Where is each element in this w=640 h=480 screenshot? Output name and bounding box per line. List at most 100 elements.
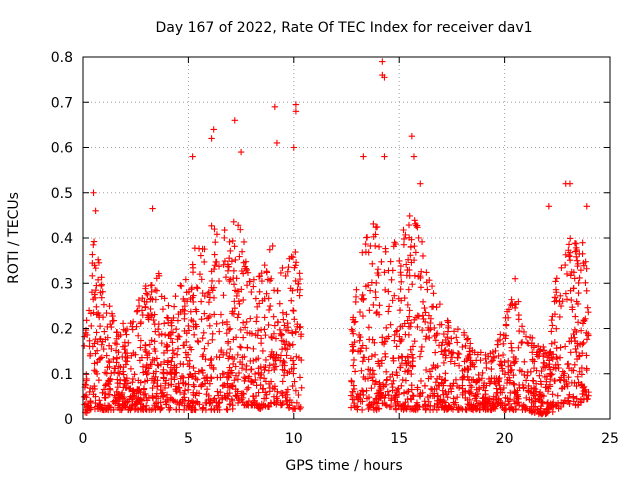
data-point — [398, 353, 405, 360]
data-point — [123, 384, 130, 391]
data-point — [230, 281, 238, 288]
data-point — [404, 256, 412, 263]
data-point — [234, 314, 241, 321]
data-point — [480, 405, 487, 413]
data-point — [116, 370, 123, 377]
data-point — [95, 356, 103, 363]
data-point — [431, 324, 438, 332]
data-point — [174, 336, 181, 343]
data-point — [349, 341, 356, 348]
data-point — [223, 330, 231, 337]
data-point — [148, 337, 155, 344]
data-point — [176, 389, 184, 396]
data-point — [249, 393, 257, 400]
data-point — [101, 328, 108, 335]
data-point — [421, 304, 428, 312]
data-point — [184, 386, 192, 393]
data-point — [455, 350, 463, 358]
data-point — [215, 263, 223, 270]
data-point — [213, 320, 220, 328]
data-point — [350, 396, 358, 403]
data-point — [510, 397, 518, 405]
data-point — [139, 363, 147, 370]
data-point — [108, 345, 115, 353]
data-point — [573, 244, 580, 252]
x-tick-label: 15 — [390, 431, 408, 447]
data-point — [418, 343, 426, 351]
data-point — [147, 361, 154, 368]
data-point — [297, 333, 305, 340]
data-point — [448, 350, 455, 357]
data-point — [173, 406, 180, 413]
data-point — [397, 271, 405, 279]
data-point — [389, 297, 396, 304]
data-point — [255, 389, 262, 396]
data-point — [406, 212, 413, 220]
data-point — [511, 387, 518, 395]
data-point — [202, 355, 209, 363]
data-point — [218, 346, 225, 354]
data-point — [148, 288, 155, 296]
data-point — [211, 311, 218, 318]
data-point — [292, 329, 299, 336]
data-point — [379, 400, 386, 407]
data-point — [462, 342, 469, 350]
data-point — [91, 367, 98, 374]
data-point — [245, 397, 253, 405]
data-point — [577, 266, 585, 274]
data-point — [358, 367, 365, 374]
data-point — [360, 153, 367, 160]
data-point — [567, 235, 574, 242]
data-point — [117, 363, 124, 371]
data-point — [428, 282, 436, 290]
data-point — [298, 356, 305, 364]
data-point — [385, 303, 393, 310]
data-point — [273, 393, 281, 400]
data-point — [486, 380, 493, 387]
data-point — [90, 241, 97, 249]
data-point — [214, 406, 221, 414]
data-point — [369, 260, 376, 267]
data-point — [544, 405, 552, 412]
data-point — [507, 389, 514, 397]
data-point — [553, 353, 560, 361]
data-point — [463, 336, 471, 343]
data-point — [289, 287, 296, 294]
data-point — [127, 320, 134, 327]
data-point — [140, 391, 148, 399]
data-point — [134, 386, 142, 393]
data-point — [556, 354, 564, 361]
data-point — [381, 74, 388, 81]
data-point — [492, 396, 500, 403]
data-point — [505, 306, 513, 313]
data-point — [140, 369, 147, 376]
x-tick-labels: 0 5 10 15 20 25 — [79, 431, 619, 447]
data-point — [151, 321, 158, 328]
data-point — [105, 357, 113, 365]
data-point — [273, 139, 281, 147]
data-point — [279, 389, 286, 397]
data-point — [260, 395, 268, 402]
data-point — [445, 322, 452, 330]
data-point — [490, 354, 498, 362]
data-point — [157, 382, 164, 389]
data-point — [200, 351, 207, 359]
data-point — [471, 392, 479, 400]
data-point — [393, 368, 400, 376]
data-point — [383, 376, 391, 383]
data-point — [279, 361, 286, 369]
data-point — [421, 382, 429, 390]
data-point — [411, 405, 419, 412]
data-point — [148, 282, 156, 289]
data-point — [571, 275, 578, 282]
data-point — [414, 323, 421, 331]
data-point — [168, 381, 175, 388]
data-point — [138, 307, 146, 314]
data-point — [282, 272, 289, 280]
x-axis-label: GPS time / hours — [285, 458, 402, 474]
data-point — [546, 350, 553, 357]
data-point — [582, 279, 589, 287]
data-point — [289, 406, 297, 413]
data-point — [136, 357, 144, 364]
data-point — [507, 362, 514, 369]
